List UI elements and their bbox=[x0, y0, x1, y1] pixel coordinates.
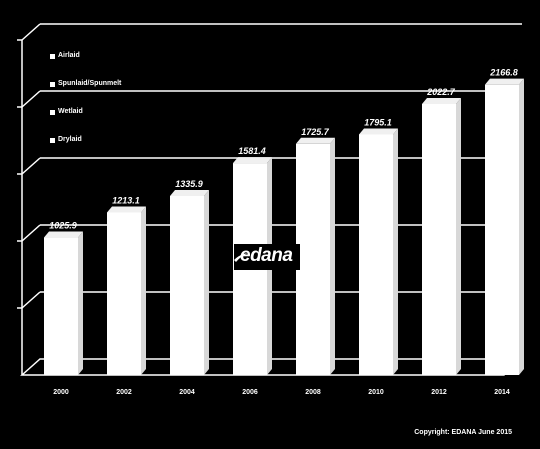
bar bbox=[170, 195, 204, 375]
bar-side bbox=[204, 189, 209, 375]
bar-side bbox=[141, 206, 146, 375]
bar-top bbox=[359, 128, 398, 135]
legend-label: Spunlaid/Spunmelt bbox=[58, 80, 122, 87]
legend-item-wetlaid: Wetlaid bbox=[50, 108, 121, 136]
data-label: 2166.8 bbox=[489, 68, 518, 78]
legend-item-airlaid: Airlaid bbox=[50, 52, 121, 80]
x-tick-label: 2012 bbox=[431, 389, 447, 396]
legend-item-drylaid: Drylaid bbox=[50, 136, 121, 164]
x-tick-label: 2010 bbox=[368, 389, 384, 396]
gridline-diagonal bbox=[21, 90, 41, 108]
bar-side bbox=[456, 97, 461, 376]
chart-legend: Airlaid Spunlaid/Spunmelt Wetlaid Drylai… bbox=[50, 52, 121, 164]
legend-marker bbox=[50, 137, 55, 143]
bar-side bbox=[330, 137, 335, 375]
bar-side bbox=[78, 231, 83, 375]
bar-top bbox=[233, 157, 272, 164]
x-tick-label: 2000 bbox=[53, 389, 69, 396]
edana-logo: edana bbox=[234, 244, 300, 270]
x-tick-label: 2014 bbox=[494, 389, 510, 396]
logo-text: edana bbox=[240, 245, 293, 266]
bar-side bbox=[519, 78, 524, 375]
data-label: 1335.9 bbox=[175, 179, 203, 189]
x-tick-label: 2006 bbox=[242, 389, 258, 396]
data-label: 1213.1 bbox=[112, 195, 140, 205]
bar bbox=[359, 134, 393, 375]
logo-swoosh-icon bbox=[234, 253, 248, 262]
copyright-text: Copyright: EDANA June 2015 bbox=[414, 429, 512, 436]
bar-top bbox=[107, 206, 146, 213]
bar-top bbox=[44, 231, 83, 238]
legend-label: Drylaid bbox=[58, 136, 82, 143]
bar-top bbox=[485, 78, 524, 85]
gridline-diagonal bbox=[21, 224, 41, 242]
data-label: 1025.9 bbox=[49, 221, 77, 231]
bar bbox=[485, 84, 519, 375]
legend-marker bbox=[50, 81, 55, 87]
bar bbox=[107, 212, 141, 375]
legend-item-spunlaid: Spunlaid/Spunmelt bbox=[50, 80, 121, 108]
bar bbox=[44, 237, 78, 375]
gridline-diagonal bbox=[21, 291, 41, 309]
x-tick-label: 2002 bbox=[116, 389, 132, 396]
data-label: 1795.1 bbox=[364, 117, 392, 127]
gridline-diagonal bbox=[21, 157, 41, 175]
bar-top bbox=[296, 137, 335, 144]
legend-marker bbox=[50, 109, 55, 115]
legend-label: Airlaid bbox=[58, 52, 80, 59]
bar bbox=[296, 143, 330, 375]
bar-side bbox=[393, 128, 398, 375]
x-tick-label: 2008 bbox=[305, 389, 321, 396]
legend-marker bbox=[50, 53, 55, 59]
x-tick-label: 2004 bbox=[179, 389, 195, 396]
data-label: 1581.4 bbox=[238, 146, 266, 156]
bar bbox=[422, 103, 456, 376]
gridline-diagonal bbox=[21, 23, 41, 41]
bar-top bbox=[422, 97, 461, 104]
data-label: 2022.7 bbox=[426, 87, 456, 97]
bar-top bbox=[170, 189, 209, 196]
legend-label: Wetlaid bbox=[58, 108, 83, 115]
data-label: 1725.7 bbox=[301, 127, 330, 137]
